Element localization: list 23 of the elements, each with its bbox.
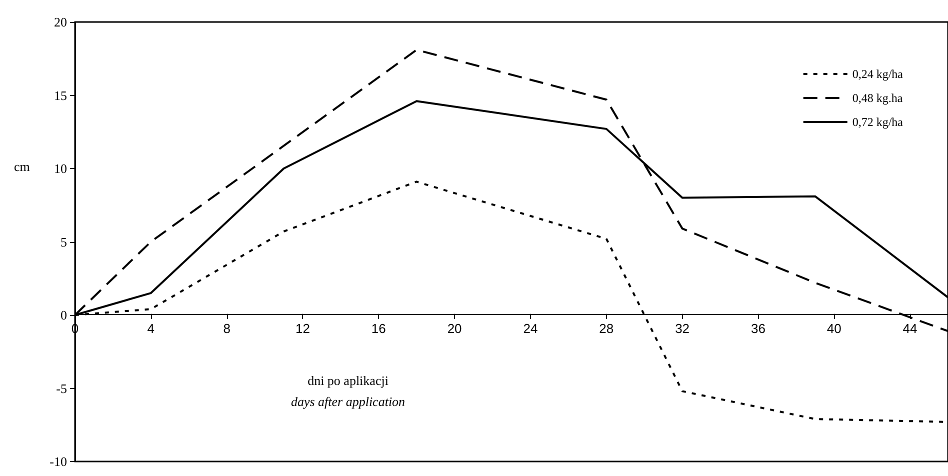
x-tick-label: 28 (599, 320, 614, 336)
legend-label: 0,24 kg/ha (852, 67, 904, 81)
x-tick-label: 4 (147, 320, 155, 336)
y-tick-label: 5 (60, 234, 67, 250)
x-tick-label: 44 (902, 320, 918, 336)
y-tick-label: 20 (54, 14, 67, 30)
x-tick-label: 24 (523, 320, 538, 336)
x-tick-label: 16 (371, 320, 386, 336)
legend-label: 0,72 kg/ha (852, 115, 904, 129)
y-tick-label: 15 (54, 88, 67, 103)
x-tick-label: 40 (826, 320, 842, 336)
legend-label: 0,48 kg.ha (852, 91, 904, 105)
x-axis-title: dni po aplikacji days after application (290, 373, 406, 409)
y-tick-label: -5 (56, 380, 67, 396)
x-tick-label: 36 (750, 320, 766, 336)
y-tick-label: 0 (60, 308, 67, 322)
y-axis-title: cm (14, 159, 30, 174)
x-tick-label: 8 (223, 320, 230, 336)
x-tick-label: 32 (675, 320, 690, 336)
x-tick-label: 20 (447, 320, 462, 336)
x-tick-label: 12 (296, 320, 310, 336)
y-tick-label: 10 (54, 161, 67, 176)
y-tick-label: -10 (50, 454, 67, 469)
